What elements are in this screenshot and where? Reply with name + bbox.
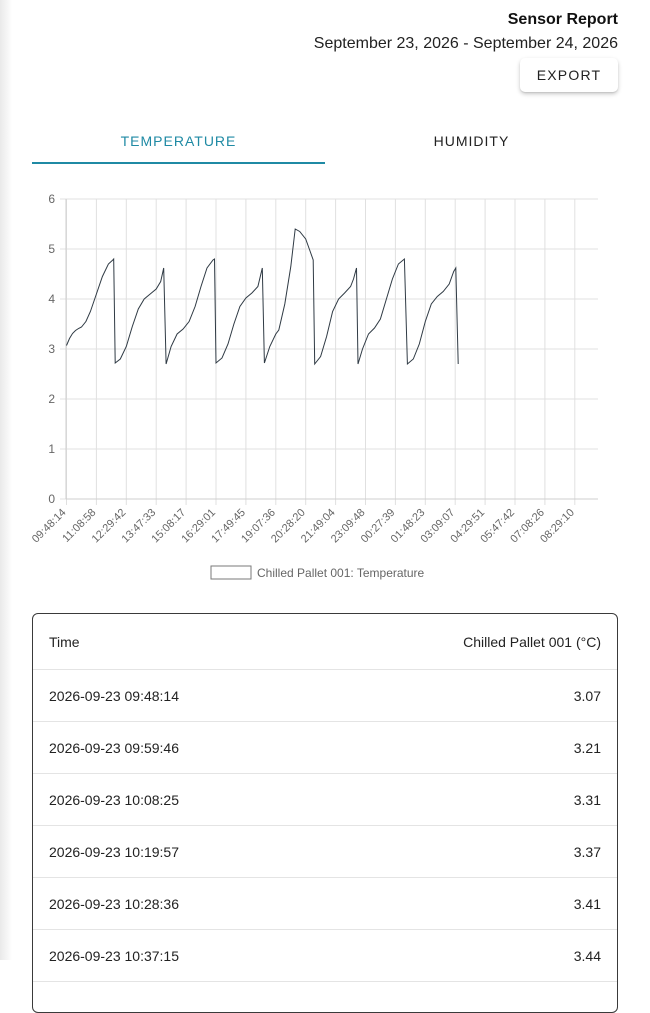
cell-value: 3.07 [573, 687, 601, 704]
cell-time: 2026-09-23 10:08:25 [49, 791, 179, 808]
table-row: 2026-09-23 10:08:25 3.31 [33, 774, 617, 826]
report-title: Sensor Report [507, 11, 618, 28]
header-time: Time [49, 633, 80, 650]
export-button[interactable]: EXPORT [520, 58, 618, 92]
y-tick-label: 0 [48, 492, 55, 506]
chart-legend[interactable]: Chilled Pallet 001: Temperature [210, 565, 425, 580]
readings-table: Time Chilled Pallet 001 (°C) 2026-09-23 … [32, 613, 618, 1013]
table-row: 2026-09-23 10:37:15 3.44 [33, 930, 617, 982]
y-tick-label: 4 [48, 292, 55, 306]
y-tick-labels: 0 1 2 3 4 5 6 [48, 192, 55, 506]
legend-swatch [210, 565, 252, 580]
table-row: 2026-09-23 10:19:57 3.37 [33, 826, 617, 878]
cell-value: 3.31 [573, 791, 601, 808]
temperature-chart: 0 1 2 3 4 5 6 09:48:1411:08:5812:29:4213:47:33… [30, 192, 598, 580]
cell-time: 2026-09-23 10:28:36 [49, 895, 179, 912]
y-tick-label: 1 [48, 442, 55, 456]
y-tick-label: 2 [48, 392, 55, 406]
chart-grid [60, 198, 598, 505]
table-row: 2026-09-23 09:59:46 3.21 [33, 722, 617, 774]
tab-temperature[interactable]: TEMPERATURE [32, 118, 325, 164]
table-header-row: Time Chilled Pallet 001 (°C) [33, 614, 617, 670]
legend-label: Chilled Pallet 001: Temperature [257, 566, 425, 580]
chart-axes [65, 199, 598, 500]
header-sensor-value: Chilled Pallet 001 (°C) [463, 633, 601, 650]
y-tick-label: 5 [48, 242, 55, 256]
sensor-tabs: TEMPERATURE HUMIDITY [32, 118, 618, 164]
cell-time: 2026-09-23 09:59:46 [49, 739, 179, 756]
cell-value: 3.44 [573, 947, 601, 964]
cell-value: 3.21 [573, 739, 601, 756]
table-row: 2026-09-23 10:28:36 3.41 [33, 878, 617, 930]
y-tick-label: 3 [48, 342, 55, 356]
cell-value: 3.37 [573, 843, 601, 860]
table-row: 2026-09-23 09:48:14 3.07 [33, 670, 617, 722]
x-tick-labels: 09:48:1411:08:5812:29:4213:47:3315:08:17… [30, 507, 577, 546]
cell-time: 2026-09-23 10:19:57 [49, 843, 179, 860]
tab-humidity[interactable]: HUMIDITY [433, 133, 510, 149]
cell-value: 3.41 [573, 895, 601, 912]
report-date-range: September 23, 2026 - September 24, 2026 [313, 35, 618, 52]
y-tick-label: 6 [48, 192, 55, 206]
temperature-series-line [66, 228, 459, 366]
page-left-shadow [0, 0, 12, 960]
cell-time: 2026-09-23 10:37:15 [49, 947, 179, 964]
cell-time: 2026-09-23 09:48:14 [49, 687, 179, 704]
